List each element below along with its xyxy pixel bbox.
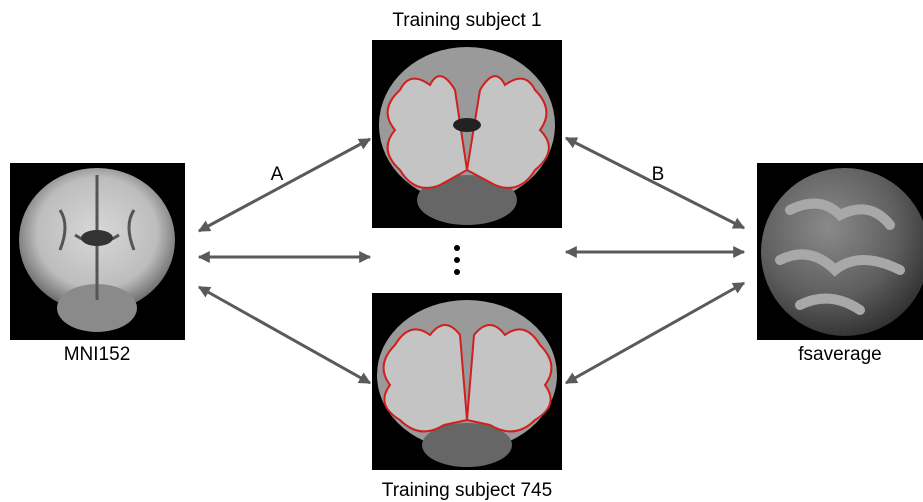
edge-label: A bbox=[271, 164, 284, 185]
arrow bbox=[197, 137, 372, 233]
ellipsis bbox=[454, 245, 460, 275]
arrow bbox=[197, 285, 372, 385]
node-label: Training subject 745 bbox=[382, 480, 552, 501]
node-label: Training subject 1 bbox=[392, 10, 541, 31]
node-label: MNI152 bbox=[64, 344, 131, 365]
fsaverage-image bbox=[757, 163, 923, 340]
edge-label: B bbox=[652, 164, 665, 185]
arrow bbox=[564, 136, 746, 230]
subject-1-image bbox=[372, 40, 562, 228]
subject-745-image bbox=[372, 293, 562, 470]
arrow bbox=[564, 281, 746, 385]
mni152-image bbox=[10, 163, 185, 340]
node-label: fsaverage bbox=[798, 344, 881, 365]
